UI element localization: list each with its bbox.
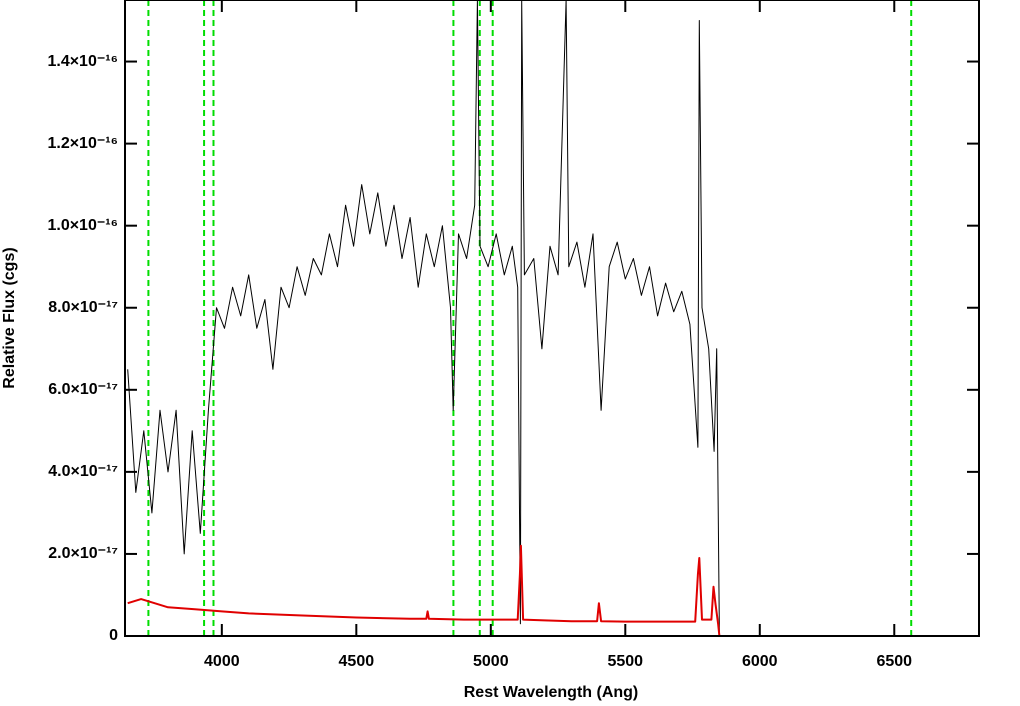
y-tick-label: 6.0×10⁻¹⁷: [48, 381, 118, 398]
spectrum-line: [127, 0, 979, 637]
y-tick-label: 1.2×10⁻¹⁶: [47, 135, 118, 152]
y-tick-label: 2.0×10⁻¹⁷: [48, 545, 118, 562]
spectrum-line: [127, 544, 979, 637]
x-tick-label: 6500: [876, 653, 912, 670]
y-tick-label: 8.0×10⁻¹⁷: [48, 299, 118, 316]
y-tick-label: 1.4×10⁻¹⁶: [47, 53, 118, 70]
x-tick-label: 5000: [473, 653, 509, 670]
y-tick-label: 1.0×10⁻¹⁶: [47, 217, 118, 234]
y-tick-label: 0: [109, 627, 118, 644]
x-tick-label: 5500: [607, 653, 643, 670]
x-tick-label: 4000: [204, 653, 240, 670]
y-tick-label: 4.0×10⁻¹⁷: [48, 463, 118, 480]
x-tick-label: 6000: [742, 653, 778, 670]
x-tick-label: 4500: [339, 653, 375, 670]
x-axis-label: Rest Wavelength (Ang): [464, 684, 639, 701]
y-axis-label: Relative Flux (cgs): [1, 247, 18, 388]
plot-frame: [124, 0, 980, 637]
